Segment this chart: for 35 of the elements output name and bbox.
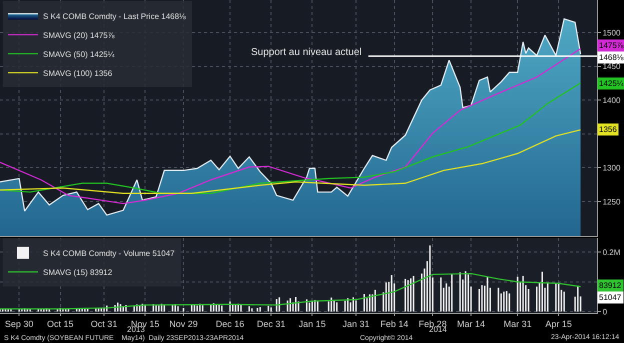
y-tick-label: 1300 bbox=[602, 164, 621, 172]
x-tick-label: Feb 14 bbox=[380, 318, 408, 329]
x-tick-label: Sep 30 bbox=[4, 318, 34, 329]
x-tick-label: Dec 31 bbox=[256, 318, 286, 329]
y-tick-label: 1400 bbox=[602, 96, 621, 105]
x-tick-label: Mar 31 bbox=[504, 318, 532, 329]
annotation: 1356 bbox=[599, 125, 618, 134]
y-tick-label: 0.2M bbox=[602, 248, 621, 258]
annotation: 83912 bbox=[599, 281, 622, 290]
annotation: 1475⅞ bbox=[599, 41, 624, 50]
annotation: 1425¼ bbox=[599, 79, 624, 88]
x-tick-label: Nov 29 bbox=[169, 318, 198, 329]
x-tick-label: Mar 14 bbox=[457, 318, 486, 329]
x-tick-label: Oct 31 bbox=[90, 318, 118, 329]
y-tick-label: 0 bbox=[602, 307, 608, 316]
line-series bbox=[0, 48, 582, 204]
x-tick-label: Oct 15 bbox=[46, 318, 74, 329]
y-tick-label: 1500 bbox=[602, 28, 621, 38]
y-tick-label: 1250 bbox=[602, 197, 621, 206]
x-tick-label: Apr 15 bbox=[545, 318, 572, 329]
legend-label: S K4 COMB Comdty - Volume 51047 bbox=[42, 248, 176, 258]
legend-label: SMAVG (50) 1425¼ bbox=[42, 50, 115, 59]
y-tick-label: 1450 bbox=[602, 62, 621, 72]
annotation: 51047 bbox=[599, 293, 622, 302]
line-series bbox=[0, 129, 582, 194]
x-tick-label: Jan 15 bbox=[298, 318, 326, 329]
x-tick-label: Jan 31 bbox=[342, 318, 370, 329]
ref-line-label: Support au niveau actuel bbox=[251, 47, 362, 58]
legend-label: S K4 COMB Comdty - Last Price 1468⅛ bbox=[42, 12, 186, 21]
legend-label: SMAVG (100) 1356 bbox=[42, 68, 113, 78]
legend-label: SMAVG (15) 83912 bbox=[42, 268, 113, 277]
x-tick-label: Dec 16 bbox=[216, 318, 244, 329]
line-series bbox=[0, 82, 582, 194]
legend-label: SMAVG (20) 1475⅞ bbox=[42, 30, 115, 40]
annotation: 1468⅛ bbox=[599, 53, 624, 62]
